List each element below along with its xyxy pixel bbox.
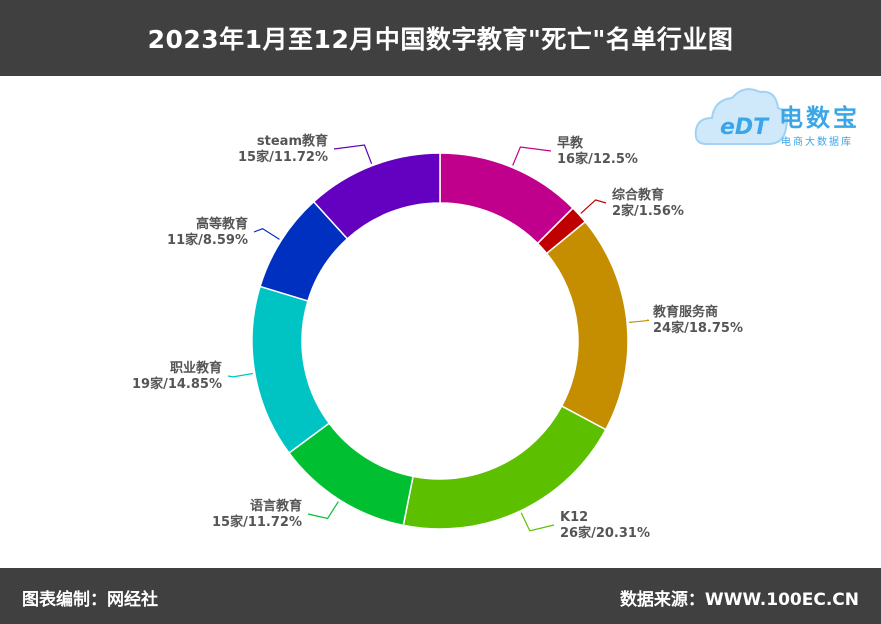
slice-label-6: 职业教育 19家/14.85%	[132, 360, 222, 392]
leader-line-8	[333, 144, 373, 164]
slice-name-5: 语言教育	[250, 498, 302, 514]
leader-line-7	[253, 227, 280, 240]
slice-label-4: K12 26家/20.31%	[560, 510, 650, 541]
slice-label-1: 早教 16家/12.5%	[557, 135, 638, 167]
slice-name-7: 高等教育	[196, 216, 248, 232]
slice-6	[251, 285, 331, 455]
leader-line-2	[580, 199, 607, 214]
slice-value-5: 15家/11.72%	[212, 514, 302, 530]
slice-name-2: 综合教育	[612, 187, 664, 203]
slice-label-7: 高等教育 11家/8.59%	[167, 216, 248, 248]
footer-bar: 图表编制：网经社 数据来源：WWW.100EC.CN	[0, 568, 881, 624]
logo-name: 电数宝	[779, 104, 860, 132]
slice-label-2: 综合教育 2家/1.56%	[612, 187, 684, 219]
slice-value-7: 11家/8.59%	[167, 232, 248, 248]
leader-line-1	[512, 146, 552, 166]
slice-name-3: 教育服务商	[652, 304, 718, 320]
slice-value-8: 15家/11.72%	[238, 149, 328, 165]
footer-source: 数据来源：WWW.100EC.CN	[619, 590, 859, 610]
logo-subtitle: 电商大数据库	[781, 137, 853, 148]
logo-mark: eDT	[720, 115, 769, 140]
slice-label-5: 语言教育 15家/11.72%	[212, 498, 302, 530]
leader-line-4	[520, 512, 555, 532]
slice-value-4: 26家/20.31%	[560, 525, 650, 541]
chart-title: 2023年1月至12月中国数字教育"死亡"名单行业图	[0, 0, 881, 76]
slice-3	[545, 220, 629, 431]
slice-name-6: 职业教育	[170, 360, 222, 376]
slice-name-4: K12	[560, 510, 588, 525]
slice-label-3: 教育服务商 24家/18.75%	[652, 304, 743, 336]
leader-line-3	[629, 319, 650, 323]
slice-label-8: steam教育 15家/11.72%	[238, 133, 328, 165]
footer-credit: 图表编制：网经社	[22, 590, 158, 610]
cloud-logo-icon	[694, 88, 788, 145]
slice-name-8: steam教育	[257, 133, 328, 149]
slice-8	[312, 152, 441, 240]
slice-name-1: 早教	[557, 135, 584, 151]
leader-line-6	[227, 372, 253, 378]
slice-value-2: 2家/1.56%	[612, 203, 684, 219]
leader-line-5	[307, 501, 339, 520]
slice-value-3: 24家/18.75%	[653, 320, 743, 336]
slice-value-1: 16家/12.5%	[557, 151, 638, 167]
slice-value-6: 19家/14.85%	[132, 376, 222, 392]
